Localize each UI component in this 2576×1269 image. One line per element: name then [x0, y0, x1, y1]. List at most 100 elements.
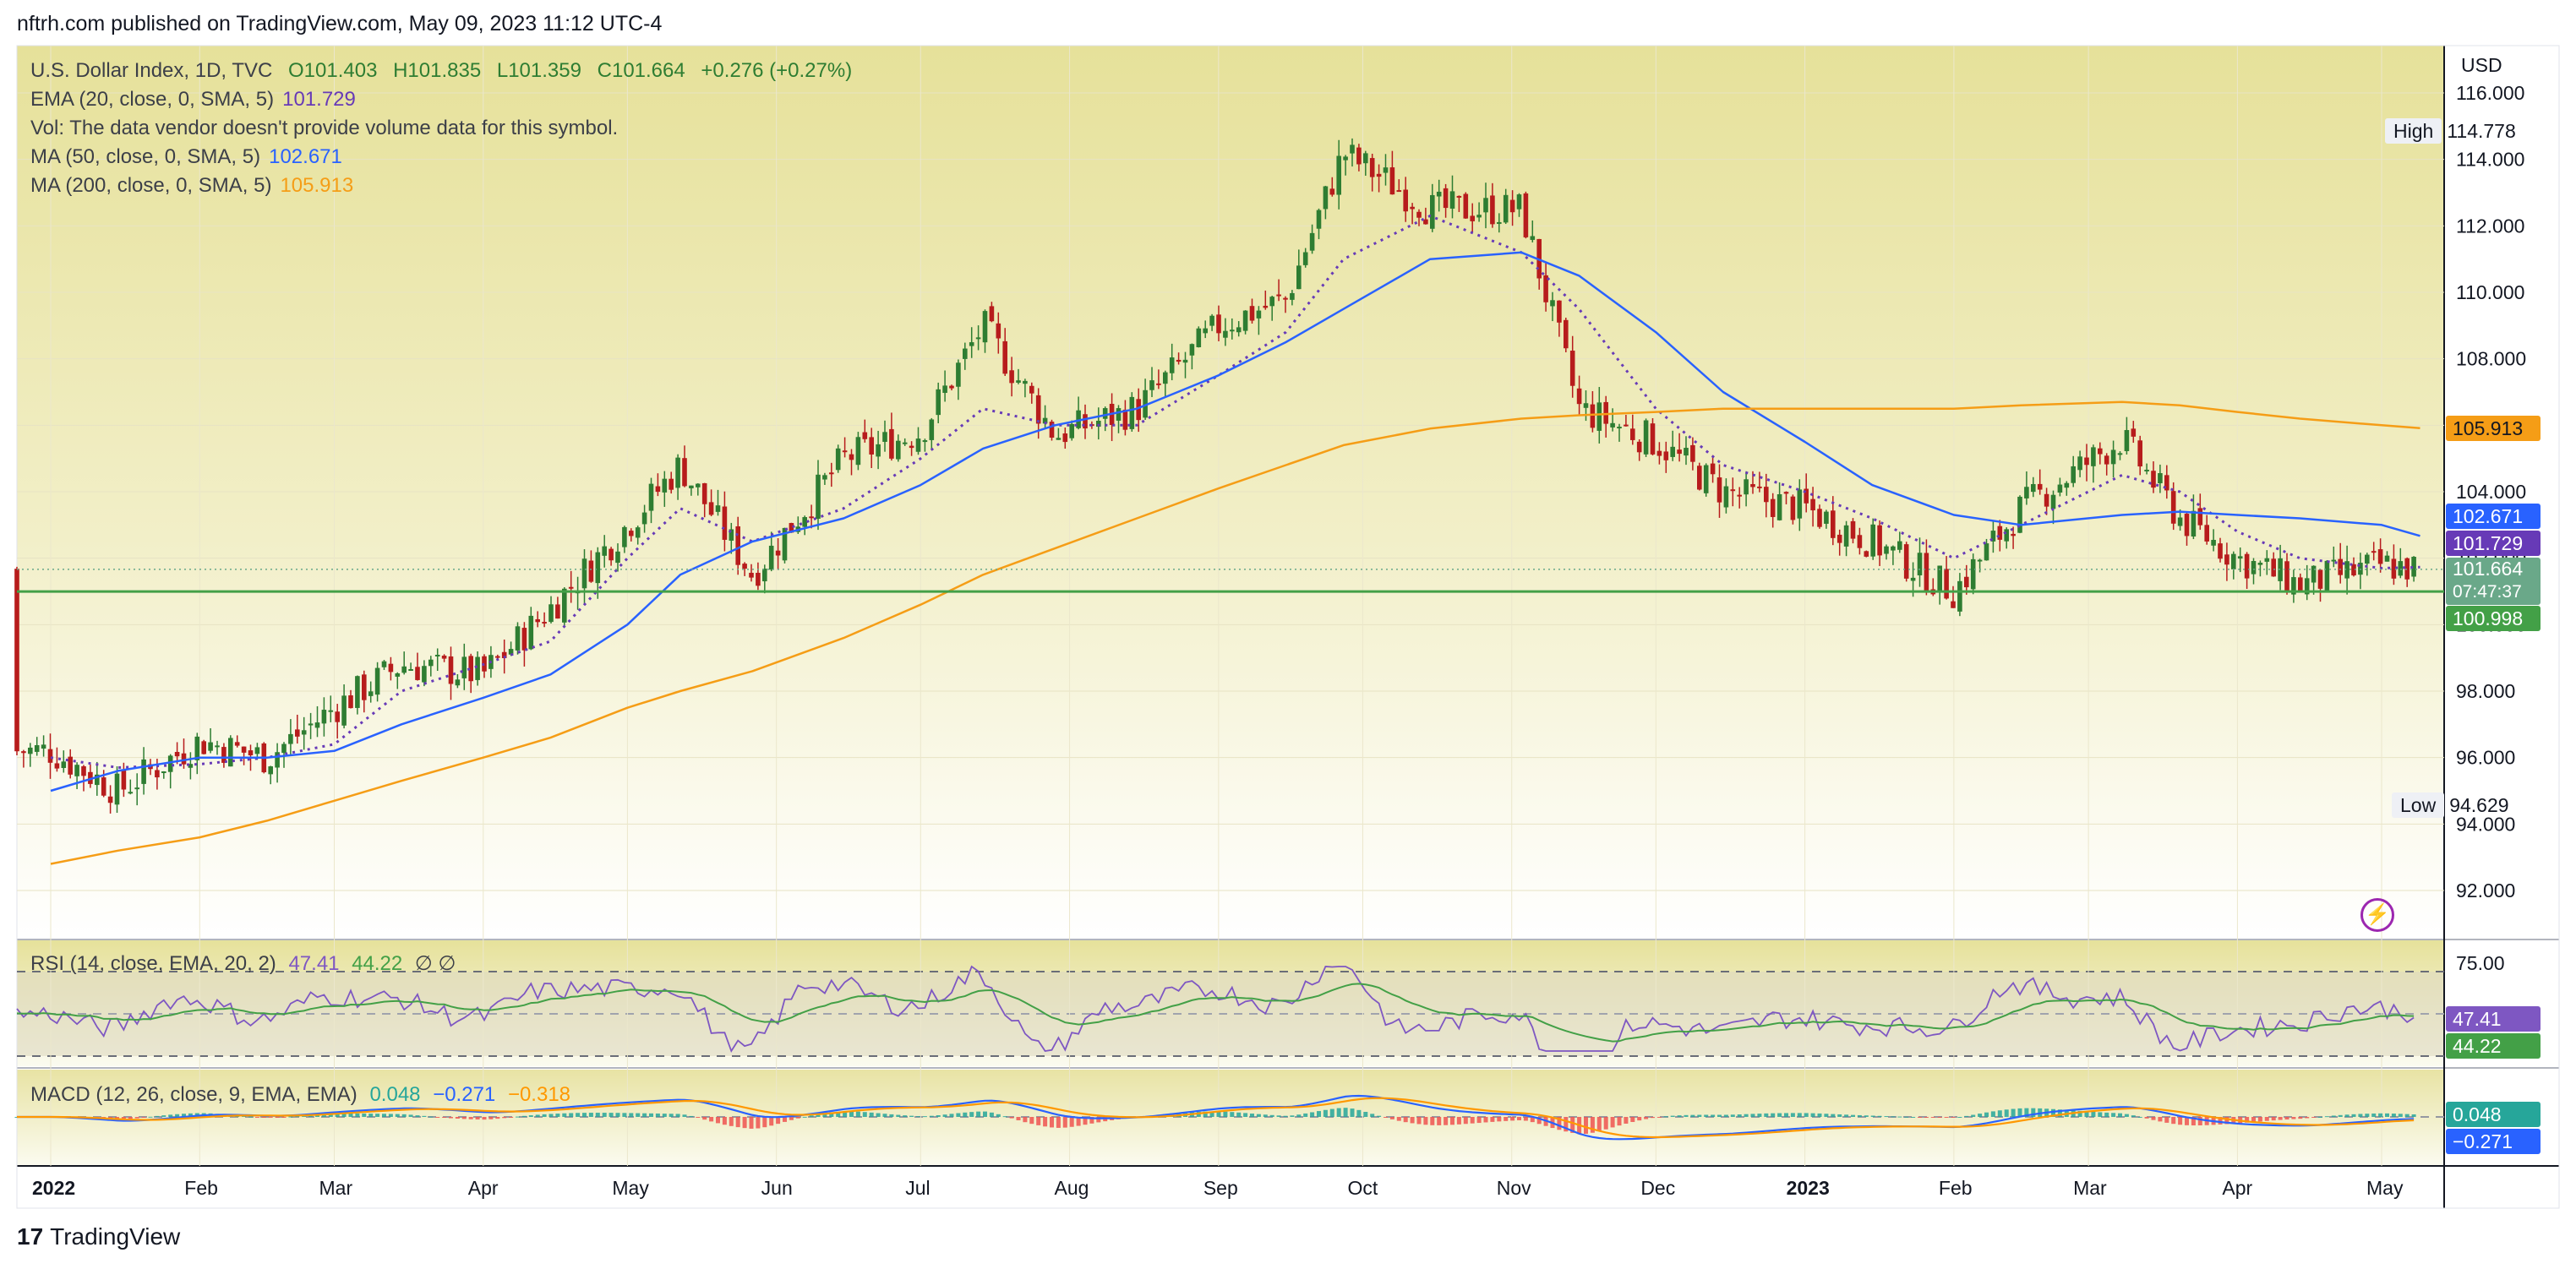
- candle-body: [682, 458, 687, 487]
- macd-histogram-bar: [876, 1113, 881, 1117]
- candle-body: [308, 723, 314, 726]
- macd-histogram-bar: [836, 1111, 841, 1117]
- macd-histogram-bar: [1771, 1113, 1776, 1117]
- macd-histogram-bar: [548, 1114, 554, 1117]
- candle-body: [1290, 292, 1295, 300]
- volume-legend[interactable]: Vol: The data vendor doesn't provide vol…: [30, 117, 619, 139]
- candle-body: [1249, 306, 1255, 321]
- time-axis-label: Sep: [1203, 1177, 1238, 1199]
- macd-histogram-bar: [2084, 1111, 2089, 1117]
- macd-histogram-bar: [2331, 1115, 2336, 1117]
- candle-body: [963, 348, 968, 359]
- candle-body: [61, 761, 67, 769]
- price-pane[interactable]: [17, 46, 2444, 939]
- candle-body: [1970, 558, 1976, 590]
- macd-histogram-bar: [569, 1113, 574, 1117]
- macd-histogram-bar: [642, 1113, 647, 1117]
- macd-histogram-bar: [542, 1114, 547, 1117]
- macd-legend[interactable]: MACD (12, 26, close, 9, EMA, EMA) 0.048 …: [30, 1083, 570, 1107]
- lightning-icon[interactable]: ⚡: [2360, 898, 2394, 932]
- tradingview-logo[interactable]: 17 TradingView: [17, 1223, 180, 1250]
- ohlc-change: +0.276 (+0.27%): [701, 59, 853, 82]
- ma50-legend[interactable]: MA (50, close, 0, SMA, 5) 102.671: [30, 145, 342, 169]
- macd-histogram-bar: [936, 1115, 941, 1117]
- candle-body: [2064, 482, 2070, 488]
- candle-body: [68, 756, 73, 775]
- time-axis[interactable]: [17, 1166, 2559, 1208]
- candle-body: [2104, 455, 2109, 465]
- candle-body: [609, 548, 614, 561]
- candle-body: [1891, 546, 1896, 551]
- candle-body: [155, 770, 160, 778]
- candle-body: [2184, 514, 2190, 536]
- price-axis-tick: 96.000: [2456, 747, 2515, 769]
- candle-body: [775, 550, 781, 556]
- macd-histogram-bar: [2284, 1117, 2289, 1120]
- candle-body: [1716, 477, 1722, 503]
- ema-legend[interactable]: EMA (20, close, 0, SMA, 5) 101.729: [30, 88, 356, 112]
- macd-histogram-bar: [976, 1111, 981, 1117]
- macd-histogram-bar: [2111, 1113, 2116, 1117]
- macd-histogram-bar: [843, 1111, 848, 1117]
- macd-histogram-bar: [2151, 1117, 2156, 1120]
- candle-body: [1302, 252, 1308, 265]
- candle-body: [1116, 408, 1122, 421]
- candle-body: [288, 733, 293, 744]
- candle-body: [822, 475, 827, 480]
- candle-body: [1256, 310, 1262, 319]
- macd-histogram-bar: [328, 1114, 333, 1117]
- macd-histogram-bar: [2011, 1108, 2016, 1117]
- macd-tag: 0.048: [2446, 1102, 2541, 1127]
- macd-histogram-bar: [1450, 1117, 1454, 1125]
- candle-body: [461, 656, 467, 678]
- candle-body: [2371, 551, 2377, 553]
- candle-body: [1910, 577, 1916, 581]
- macd-histogram-bar: [742, 1117, 747, 1129]
- macd-histogram-bar: [822, 1113, 827, 1117]
- ma200-legend[interactable]: MA (200, close, 0, SMA, 5) 105.913: [30, 174, 353, 198]
- candle-body: [1083, 414, 1088, 429]
- macd-histogram-bar: [242, 1115, 247, 1117]
- candle-body: [1049, 422, 1055, 438]
- candle-body: [696, 483, 701, 487]
- macd-histogram-bar: [2338, 1114, 2343, 1117]
- macd-histogram-bar: [669, 1114, 674, 1117]
- macd-histogram-bar: [355, 1113, 360, 1117]
- candle-body: [655, 486, 661, 493]
- macd-histogram-bar: [622, 1113, 627, 1117]
- candle-body: [1857, 535, 1863, 548]
- candle-body: [1509, 199, 1515, 213]
- rsi-legend[interactable]: RSI (14, close, EMA, 20, 2) 47.41 44.22 …: [30, 951, 456, 976]
- macd-histogram-bar: [2378, 1113, 2383, 1117]
- candle-body: [1824, 511, 1829, 524]
- candle-body: [929, 419, 935, 440]
- macd-histogram-bar: [1377, 1115, 1382, 1117]
- candle-body: [2231, 553, 2236, 569]
- candle-body: [2271, 558, 2276, 577]
- macd-histogram-bar: [1056, 1117, 1061, 1128]
- candle-body: [314, 722, 320, 728]
- candle-body: [215, 745, 220, 748]
- macd-histogram-bar: [1476, 1117, 1482, 1124]
- macd-histogram-bar: [1243, 1113, 1248, 1117]
- time-axis-label: Mar: [319, 1177, 353, 1199]
- ema-label: EMA (20, close, 0, SMA, 5): [30, 88, 275, 111]
- candle-body: [1917, 553, 1923, 575]
- candle-body: [281, 743, 287, 754]
- macd-histogram-bar: [588, 1113, 593, 1117]
- rsi-label: RSI (14, close, EMA, 20, 2): [30, 952, 276, 975]
- candle-body: [1984, 543, 1989, 561]
- macd-histogram-bar: [702, 1117, 707, 1120]
- macd-signal-value: −0.271: [433, 1083, 496, 1106]
- price-axis-tick: 108.000: [2456, 348, 2526, 370]
- time-axis-label: Aug: [1055, 1177, 1089, 1199]
- candle-body: [521, 628, 527, 651]
- macd-histogram-bar: [1336, 1108, 1341, 1117]
- candle-body: [1656, 450, 1662, 456]
- candle-body: [1997, 526, 2003, 540]
- high-value: 114.778: [2447, 120, 2516, 142]
- symbol-legend[interactable]: U.S. Dollar Index, 1D, TVC O101.403 H101…: [30, 59, 862, 83]
- macd-histogram-bar: [1089, 1117, 1094, 1124]
- macd-histogram-bar: [449, 1117, 453, 1119]
